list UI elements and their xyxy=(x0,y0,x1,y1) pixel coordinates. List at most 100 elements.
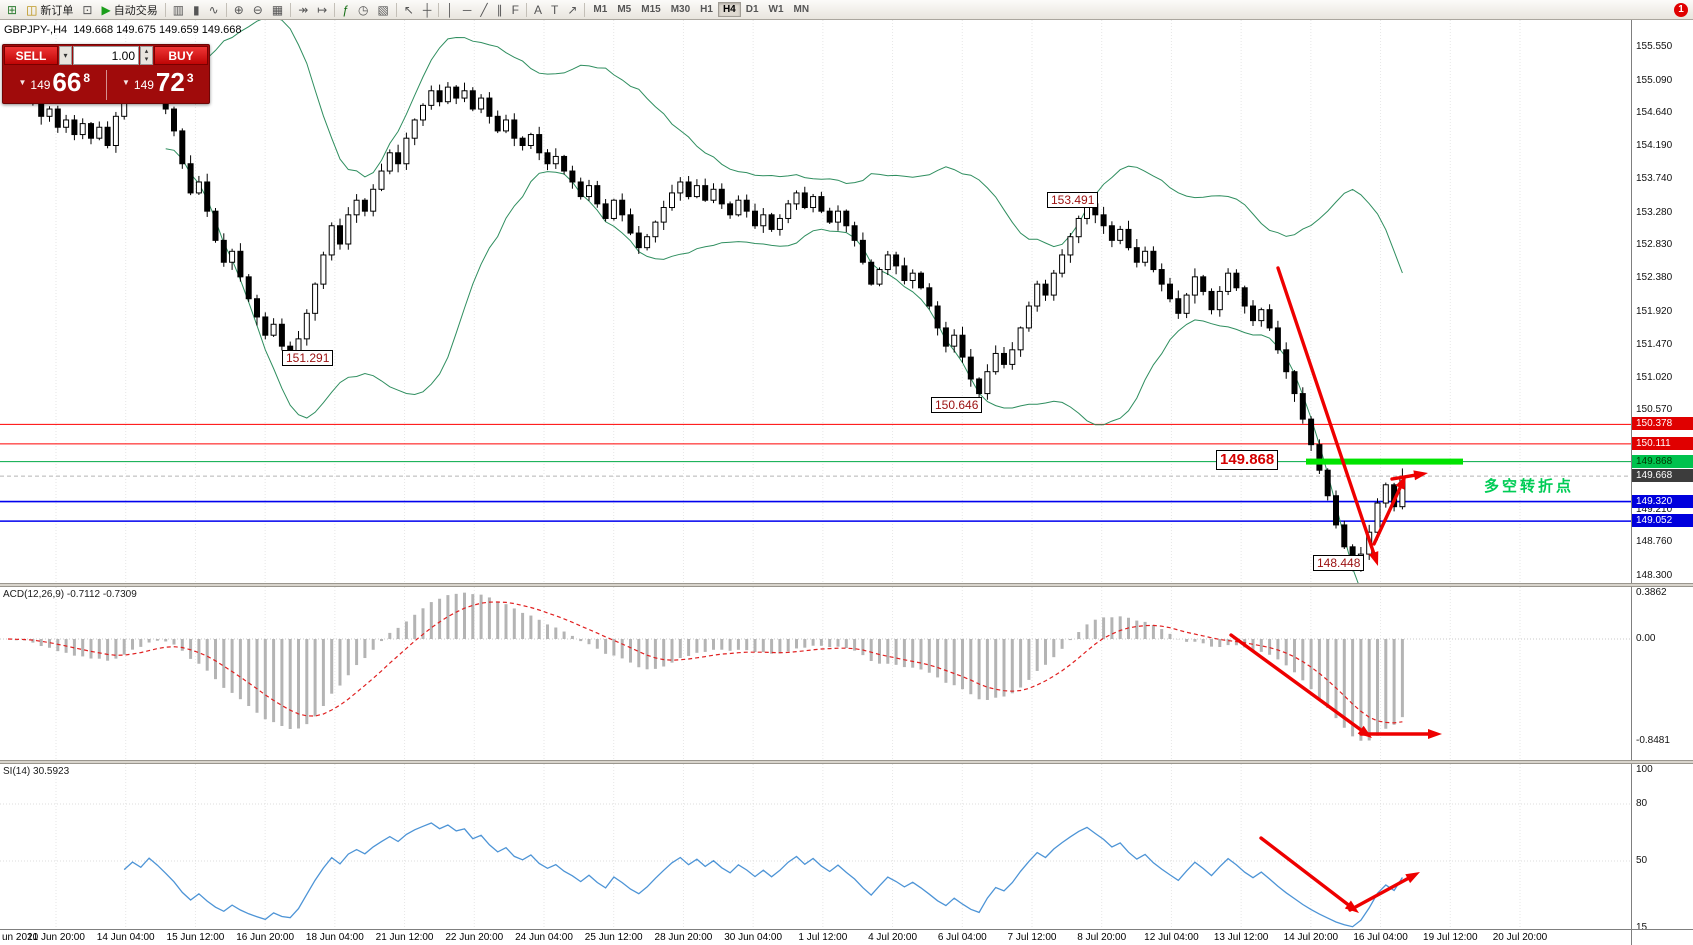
new-order-button[interactable]: ◫ 新订单 xyxy=(22,1,77,18)
volume-dropdown-icon[interactable]: ▾ xyxy=(59,46,72,65)
drawn-arrow-head[interactable] xyxy=(1368,551,1379,566)
drawn-arrow[interactable] xyxy=(1348,876,1410,912)
chart-annotation-label[interactable]: 150.646 xyxy=(931,397,983,413)
timeframe-w1[interactable]: W1 xyxy=(768,4,784,15)
bar-chart-button[interactable]: ▥ xyxy=(169,1,188,18)
label-button[interactable]: T xyxy=(547,1,562,18)
timeframe-d1[interactable]: D1 xyxy=(745,4,759,15)
panel-separator[interactable] xyxy=(0,760,1693,764)
periods-button[interactable]: ◷ xyxy=(354,1,372,18)
spin-down-icon[interactable]: ▾ xyxy=(144,55,149,63)
rsi-panel[interactable]: SI(14) 30.5923 xyxy=(0,764,1631,929)
notification-badge[interactable]: 1 xyxy=(1674,2,1688,17)
drawn-arrow[interactable] xyxy=(1372,486,1402,546)
time-label: 1 Jul 12:00 xyxy=(798,932,848,943)
crosshair-button[interactable]: ┼ xyxy=(419,1,436,18)
drawn-arrow-head[interactable] xyxy=(1344,900,1359,913)
time-label: 10 Jun 20:00 xyxy=(27,932,85,943)
turning-point-note[interactable]: 多空转折点 xyxy=(1484,478,1575,495)
timeframe-mn[interactable]: MN xyxy=(793,4,810,15)
toolbar-separator xyxy=(290,2,292,17)
time-label: 12 Jul 04:00 xyxy=(1144,932,1199,943)
volume-spinner[interactable]: ▴ ▾ xyxy=(140,46,153,65)
tile-windows-button[interactable]: ▦ xyxy=(268,1,287,18)
drawn-arrow[interactable] xyxy=(1229,633,1363,732)
indicators-button[interactable]: ƒ xyxy=(338,1,353,18)
cursor-button[interactable]: ↖ xyxy=(400,1,418,18)
buy-button[interactable]: BUY xyxy=(154,46,208,65)
new-chart-button[interactable]: ⊞ xyxy=(3,1,21,18)
buy-price-pip: 3 xyxy=(186,71,194,85)
horizontal-line-button[interactable]: ─ xyxy=(459,1,476,18)
trendline-button[interactable]: ╱ xyxy=(476,1,491,18)
sell-button[interactable]: SELL xyxy=(4,46,58,65)
horizontal-line-icon: ─ xyxy=(462,2,472,17)
macd-histogram xyxy=(14,592,1404,741)
price-tick: 154.640 xyxy=(1636,107,1673,119)
price-tick: 150.570 xyxy=(1636,404,1673,416)
auto-scroll-button[interactable]: ↠ xyxy=(294,1,312,18)
key-level-bar[interactable] xyxy=(1306,458,1463,465)
vertical-line-icon: │ xyxy=(446,2,454,17)
toolbar: ⊞ ◫ 新订单 ⊡ ▶ 自动交易 ▥ ▮ ∿ ⊕ ⊖ ▦ ↠ ↦ ƒ ◷ ▧ ↖ ┼ │ ─ ╱ ∥ F A T ↗ M1 M5 M15… xyxy=(0,0,1693,20)
text-button[interactable]: A xyxy=(530,1,546,18)
sell-price[interactable]: ▼ 149 66 8 xyxy=(3,67,106,99)
rsi-scale-tick: 15 xyxy=(1636,921,1648,930)
price-tick: 154.190 xyxy=(1636,140,1673,152)
time-axis[interactable]: un 2021 10 Jun 20:00 14 Jun 04:00 15 Jun 12… xyxy=(0,929,1631,945)
time-label: 18 Jun 04:00 xyxy=(305,932,364,943)
chart-shift-icon: ↦ xyxy=(317,2,328,17)
price-tick: 149.210 xyxy=(1636,503,1673,515)
rsi-scale[interactable]: 100 80 50 15 xyxy=(1631,764,1693,929)
timeframe-h1[interactable]: H1 xyxy=(700,4,713,15)
timeframe-m1[interactable]: M1 xyxy=(593,4,608,15)
chart-shift-button[interactable]: ↦ xyxy=(313,1,331,18)
periods-icon: ◷ xyxy=(358,2,369,17)
timeframe-h4[interactable]: H4 xyxy=(717,2,741,17)
chart-annotation-label[interactable]: 148.448 xyxy=(1313,555,1365,571)
toolbar-separator xyxy=(164,2,166,17)
drawn-arrow[interactable] xyxy=(1390,473,1416,481)
macd-label: ACD(12,26,9) -0.7112 -0.7309 xyxy=(3,589,137,600)
drawn-arrow-head[interactable] xyxy=(1428,729,1442,739)
channel-button[interactable]: ∥ xyxy=(493,1,507,18)
line-chart-button[interactable]: ∿ xyxy=(205,1,223,18)
drawn-arrow-head[interactable] xyxy=(1413,470,1428,481)
chart-annotation-label[interactable]: 153.491 xyxy=(1047,192,1099,208)
drawn-arrow-head[interactable] xyxy=(1405,872,1420,884)
templates-icon: ▧ xyxy=(377,2,389,17)
price-scale[interactable]: 155.550 155.090 154.640 154.190 153.740 153.2… xyxy=(1631,20,1693,583)
candlestick-chart-button[interactable]: ▮ xyxy=(189,1,204,18)
buy-price[interactable]: ▼ 149 72 3 xyxy=(107,69,210,99)
spin-up-icon[interactable]: ▴ xyxy=(144,47,149,55)
axis-corner xyxy=(1631,929,1693,945)
fibonacci-button[interactable]: F xyxy=(508,1,523,18)
rsi-scale-tick: 80 xyxy=(1636,798,1648,809)
chart-annotation-label[interactable]: 151.291 xyxy=(282,350,334,366)
key-level-label[interactable]: 149.868 xyxy=(1216,450,1279,470)
sell-price-big: 66 xyxy=(52,67,82,97)
text-icon: A xyxy=(534,2,543,17)
arrows-button[interactable]: ↗ xyxy=(563,1,581,18)
zoom-in-button[interactable]: ⊕ xyxy=(230,1,248,18)
templates-button[interactable]: ▧ xyxy=(373,1,392,18)
main-chart-plot[interactable]: GBPJPY-,H4 149.668 149.675 149.659 149.6… xyxy=(0,20,1631,583)
panel-separator[interactable] xyxy=(0,583,1693,587)
price-divider xyxy=(105,69,107,100)
zoom-out-button[interactable]: ⊖ xyxy=(249,1,267,18)
timeframe-m30[interactable]: M30 xyxy=(670,4,691,15)
macd-scale-tick: 0.00 xyxy=(1636,633,1656,644)
print-icon: ⊡ xyxy=(82,2,93,17)
print-button[interactable]: ⊡ xyxy=(78,1,96,18)
toolbar-separator xyxy=(334,2,336,17)
volume-input[interactable] xyxy=(73,46,139,65)
macd-scale[interactable]: 0.3862 0.00 -0.8481 xyxy=(1631,587,1693,760)
timeframe-m15[interactable]: M15 xyxy=(641,4,661,15)
vertical-line-button[interactable]: │ xyxy=(442,1,458,18)
toolbar-separator xyxy=(438,2,440,17)
autotrading-button[interactable]: ▶ 自动交易 xyxy=(97,1,161,18)
drawn-arrow[interactable] xyxy=(1259,836,1350,907)
drawn-arrow[interactable] xyxy=(1276,266,1376,555)
timeframe-m5[interactable]: M5 xyxy=(617,4,632,15)
macd-panel[interactable]: ACD(12,26,9) -0.7112 -0.7309 xyxy=(0,587,1631,760)
